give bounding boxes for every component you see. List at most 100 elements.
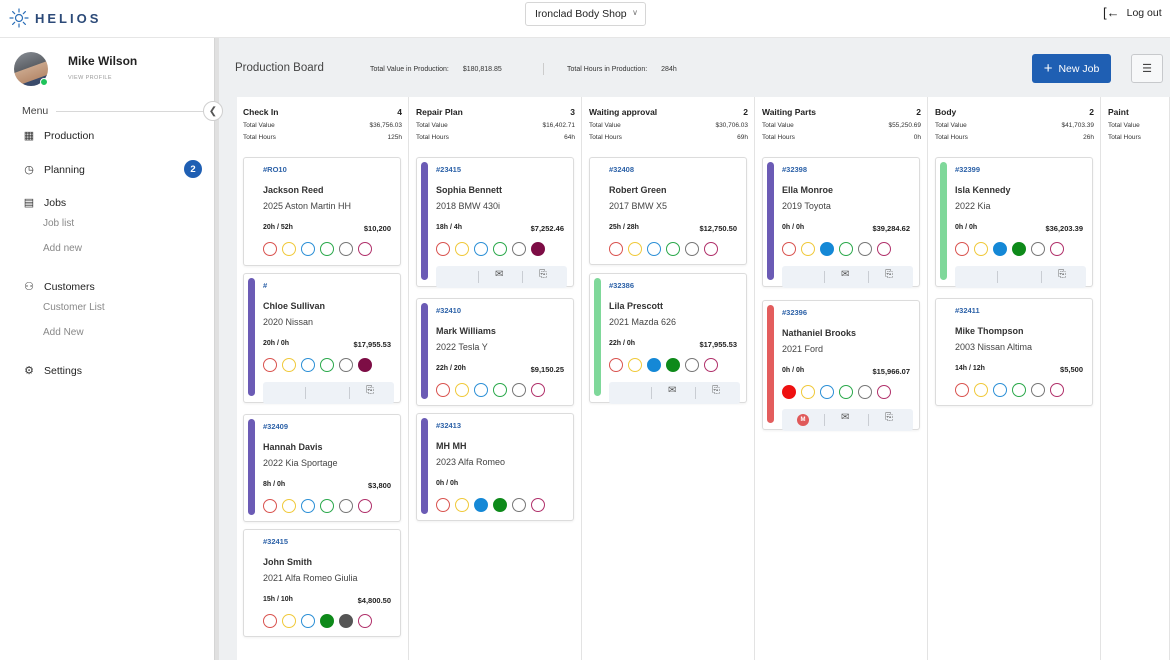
job-card[interactable]: #32413 MH MH 2023 Alfa Romeo 0h / 0h <box>416 413 574 521</box>
job-id[interactable]: #32396 <box>782 308 808 317</box>
profile[interactable]: Mike Wilson VIEW PROFILE <box>14 52 214 92</box>
mail-icon[interactable]: ✉ <box>841 412 850 423</box>
status-dot[interactable] <box>974 242 988 256</box>
job-card[interactable]: #32408 Robert Green 2017 BMW X5 25h / 28h $1… <box>589 157 747 265</box>
sidebar-item-customer-list[interactable]: Customer List <box>43 302 105 313</box>
status-dot[interactable] <box>436 242 450 256</box>
job-id[interactable]: #32409 <box>263 422 289 431</box>
status-dot[interactable] <box>474 242 488 256</box>
status-dot[interactable] <box>531 383 545 397</box>
job-id[interactable]: #32413 <box>436 421 462 430</box>
status-dot[interactable] <box>474 383 488 397</box>
status-dot[interactable] <box>282 242 296 256</box>
status-dot[interactable] <box>358 499 372 513</box>
status-dot[interactable] <box>782 385 796 399</box>
status-dot[interactable] <box>685 242 699 256</box>
status-dot[interactable] <box>704 358 718 372</box>
status-dot[interactable] <box>955 242 969 256</box>
status-dot[interactable] <box>647 242 661 256</box>
job-id[interactable]: #32411 <box>955 306 980 315</box>
job-card[interactable]: #32399 Isla Kennedy 2022 Kia 0h / 0h $36,203… <box>935 157 1093 288</box>
job-id[interactable]: #32415 <box>263 537 289 546</box>
status-dot[interactable] <box>531 242 545 256</box>
status-dot[interactable] <box>455 498 469 512</box>
status-dot[interactable] <box>358 614 372 628</box>
status-dot[interactable] <box>512 383 526 397</box>
status-dot[interactable] <box>1031 242 1045 256</box>
status-dot[interactable] <box>666 358 680 372</box>
sidebar-item-job-list[interactable]: Job list <box>43 218 75 229</box>
status-dot[interactable] <box>263 242 277 256</box>
status-dot[interactable] <box>320 614 334 628</box>
assignee-avatar[interactable]: M <box>797 414 809 426</box>
status-dot[interactable] <box>666 242 680 256</box>
mail-icon[interactable]: ✉ <box>841 269 850 280</box>
status-dot[interactable] <box>531 498 545 512</box>
status-dot[interactable] <box>1012 383 1026 397</box>
status-dot[interactable] <box>1050 242 1064 256</box>
paperclip-icon[interactable]: ⎘ <box>885 412 893 423</box>
job-id[interactable]: #32386 <box>609 281 635 290</box>
status-dot[interactable] <box>1031 383 1045 397</box>
paperclip-icon[interactable]: ⎘ <box>1058 269 1066 280</box>
status-dot[interactable] <box>436 383 450 397</box>
status-dot[interactable] <box>1012 242 1026 256</box>
status-dot[interactable] <box>358 358 372 372</box>
paperclip-icon[interactable]: ⎘ <box>712 385 720 396</box>
job-card[interactable]: #32396 Nathaniel Brooks 2021 Ford 0h / 0h $1… <box>762 300 920 431</box>
job-id[interactable]: #32408 <box>609 165 635 174</box>
status-dot[interactable] <box>858 242 872 256</box>
logo[interactable]: HELIOS <box>9 5 101 31</box>
sidebar-item-jobs[interactable]: ▤ Jobs <box>22 196 66 210</box>
status-dot[interactable] <box>455 383 469 397</box>
job-card[interactable]: # Chloe Sullivan 2020 Nissan 20h / 0h $17,95… <box>243 273 401 404</box>
status-dot[interactable] <box>339 358 353 372</box>
status-dot[interactable] <box>839 385 853 399</box>
job-card[interactable]: #32398 Ella Monroe 2019 Toyota 0h / 0h $39,2… <box>762 157 920 288</box>
status-dot[interactable] <box>801 242 815 256</box>
sidebar-item-add-new-customer[interactable]: Add New <box>43 327 84 338</box>
status-dot[interactable] <box>493 242 507 256</box>
collapse-sidebar-button[interactable]: ❮ <box>203 101 223 121</box>
mail-icon[interactable]: ✉ <box>668 385 677 396</box>
logout-button[interactable]: [← Log out <box>1103 5 1162 20</box>
status-dot[interactable] <box>628 242 642 256</box>
job-id[interactable]: #32398 <box>782 165 808 174</box>
job-card[interactable]: #32411 Mike Thompson 2003 Nissan Altima 14h… <box>935 298 1093 406</box>
status-dot[interactable] <box>493 383 507 397</box>
sidebar-item-add-new-job[interactable]: Add new <box>43 243 82 254</box>
status-dot[interactable] <box>263 358 277 372</box>
new-job-button[interactable]: + New Job <box>1032 54 1111 83</box>
status-dot[interactable] <box>877 242 891 256</box>
status-dot[interactable] <box>301 358 315 372</box>
job-id[interactable]: #32399 <box>955 165 981 174</box>
status-dot[interactable] <box>320 358 334 372</box>
status-dot[interactable] <box>820 385 834 399</box>
job-card[interactable]: #23415 Sophia Bennett 2018 BMW 430i 18h / 4… <box>416 157 574 288</box>
status-dot[interactable] <box>493 498 507 512</box>
status-dot[interactable] <box>685 358 699 372</box>
status-dot[interactable] <box>974 383 988 397</box>
shop-select[interactable]: Ironclad Body Shop ∨ <box>525 2 646 26</box>
status-dot[interactable] <box>858 385 872 399</box>
sidebar-item-production[interactable]: ▦ Production <box>22 129 94 143</box>
sidebar-item-planning[interactable]: ◷ Planning <box>22 163 85 177</box>
status-dot[interactable] <box>877 385 891 399</box>
status-dot[interactable] <box>801 385 815 399</box>
view-profile-link[interactable]: VIEW PROFILE <box>68 75 112 81</box>
status-dot[interactable] <box>474 498 488 512</box>
paperclip-icon[interactable]: ⎘ <box>539 269 547 280</box>
status-dot[interactable] <box>955 383 969 397</box>
mail-icon[interactable]: ✉ <box>495 269 504 280</box>
status-dot[interactable] <box>1050 383 1064 397</box>
status-dot[interactable] <box>455 242 469 256</box>
status-dot[interactable] <box>339 242 353 256</box>
job-card[interactable]: #RO10 Jackson Reed 2025 Aston Martin HH 20h… <box>243 157 401 266</box>
job-id[interactable]: #23415 <box>436 165 462 174</box>
status-dot[interactable] <box>436 498 450 512</box>
job-card[interactable]: #32415 John Smith 2021 Alfa Romeo Giulia 15… <box>243 529 401 637</box>
job-id[interactable]: #32410 <box>436 306 462 315</box>
status-dot[interactable] <box>993 383 1007 397</box>
job-card[interactable]: #32386 Lila Prescott 2021 Mazda 626 22h / 0… <box>589 273 747 404</box>
status-dot[interactable] <box>339 614 353 628</box>
